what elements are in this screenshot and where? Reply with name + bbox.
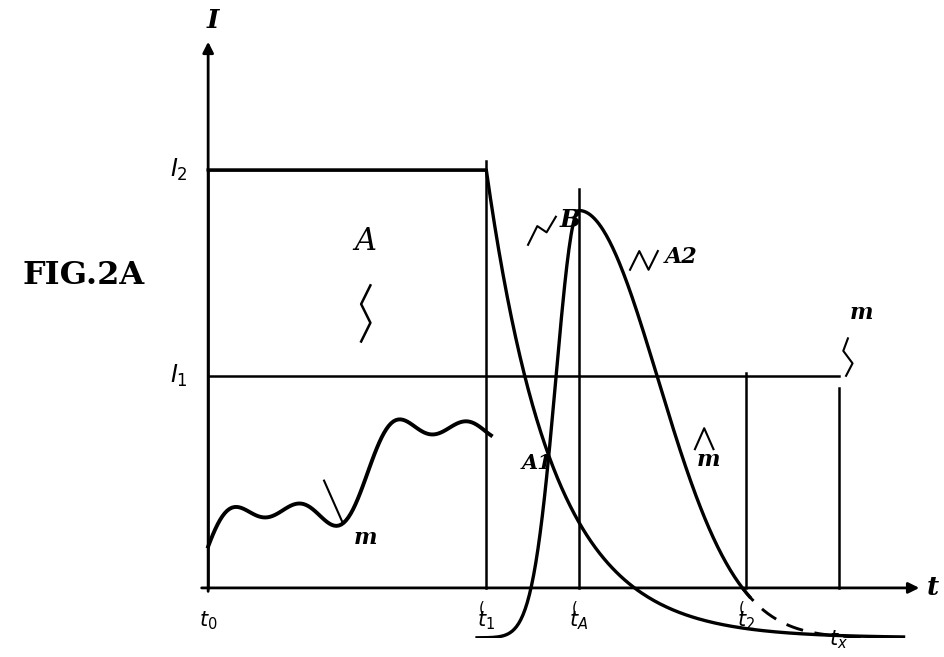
Text: $t_1$: $t_1$	[478, 610, 496, 632]
Text: (: (	[571, 600, 578, 616]
Text: (: (	[738, 600, 744, 616]
Text: B: B	[559, 208, 581, 232]
Text: m: m	[851, 302, 873, 325]
Text: $t_2$: $t_2$	[737, 610, 755, 632]
Text: (: (	[479, 600, 484, 616]
Text: $t_A$: $t_A$	[569, 610, 589, 632]
Text: FIG.2A: FIG.2A	[23, 260, 144, 292]
Text: A1: A1	[522, 453, 552, 473]
Text: t: t	[927, 576, 939, 600]
Text: m: m	[697, 449, 720, 470]
Text: $t_0$: $t_0$	[199, 610, 217, 632]
Text: A2: A2	[665, 246, 698, 268]
Text: $I_2$: $I_2$	[170, 157, 188, 183]
Text: I: I	[207, 8, 219, 33]
Text: $t_x$: $t_x$	[829, 629, 848, 651]
Text: A: A	[355, 226, 377, 257]
Text: m: m	[354, 528, 378, 549]
Text: $I_1$: $I_1$	[170, 363, 188, 389]
